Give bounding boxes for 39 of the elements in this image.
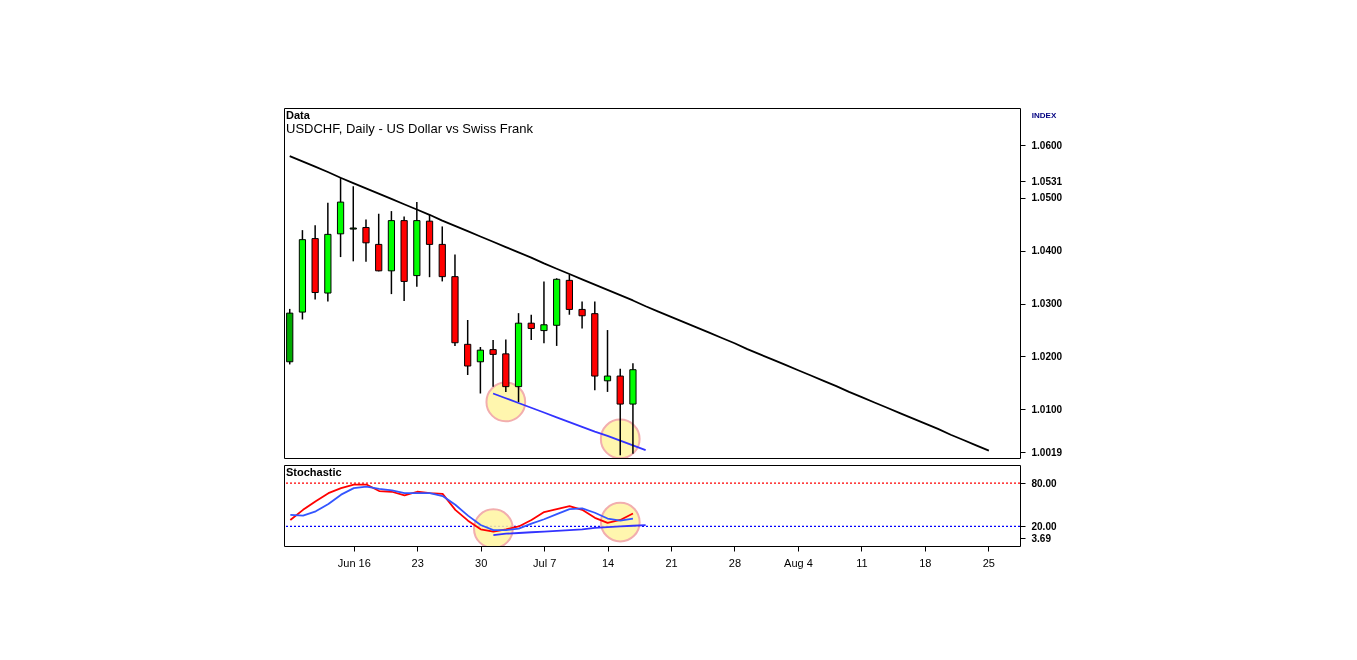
x-tick-label: 28: [728, 556, 742, 569]
candlestick: [425, 214, 434, 278]
y-tick-label: 1.0200: [1031, 350, 1063, 362]
line-series: [492, 392, 647, 451]
chart-title: Stochastic: [286, 466, 342, 478]
y-tick-label: 1.0100: [1031, 403, 1063, 415]
y-tick-label: 1.0300: [1031, 298, 1063, 310]
x-tick-label: 30: [475, 556, 488, 569]
chart-title: Data: [286, 109, 311, 121]
x-tick-label: 21: [665, 556, 678, 569]
candlestick: [578, 300, 586, 330]
line-series: [492, 524, 647, 537]
y-tick-label: 1.0400: [1031, 245, 1063, 257]
candlestick: [362, 218, 370, 263]
x-tick-label: 23: [411, 556, 424, 569]
candlestick: [464, 319, 472, 376]
y-tick-label: 1.0600: [1031, 139, 1063, 151]
y-tick-label: 1.0500: [1031, 192, 1063, 204]
x-tick-label: 18: [919, 556, 932, 569]
x-tick-label: Aug 4: [784, 556, 813, 569]
candlestick: [527, 313, 535, 341]
y-tick-label: 1.0531: [1031, 175, 1063, 187]
y-tick-label: 20.00: [1031, 520, 1057, 532]
candlestick: [489, 339, 497, 388]
y-tick-label: 3.69: [1031, 532, 1052, 544]
y-tick-label: 80.00: [1031, 477, 1057, 489]
text: USDCHF, Daily - US Dollar vs Swiss Frank: [286, 121, 534, 136]
candlestick: [476, 346, 485, 395]
x-tick-label: 14: [601, 556, 615, 569]
text: INDEX: [1031, 111, 1057, 120]
x-tick-label: Jul 7: [533, 556, 557, 569]
line-series: [288, 155, 990, 452]
candlestick: [540, 280, 548, 345]
x-tick-label: Jun 16: [337, 556, 371, 569]
candlestick: [349, 185, 357, 263]
x-tick-label: 11: [856, 556, 868, 569]
y-tick-label: 1.0019: [1031, 446, 1063, 458]
x-tick-label: 25: [982, 556, 995, 569]
candlestick: [603, 329, 612, 393]
